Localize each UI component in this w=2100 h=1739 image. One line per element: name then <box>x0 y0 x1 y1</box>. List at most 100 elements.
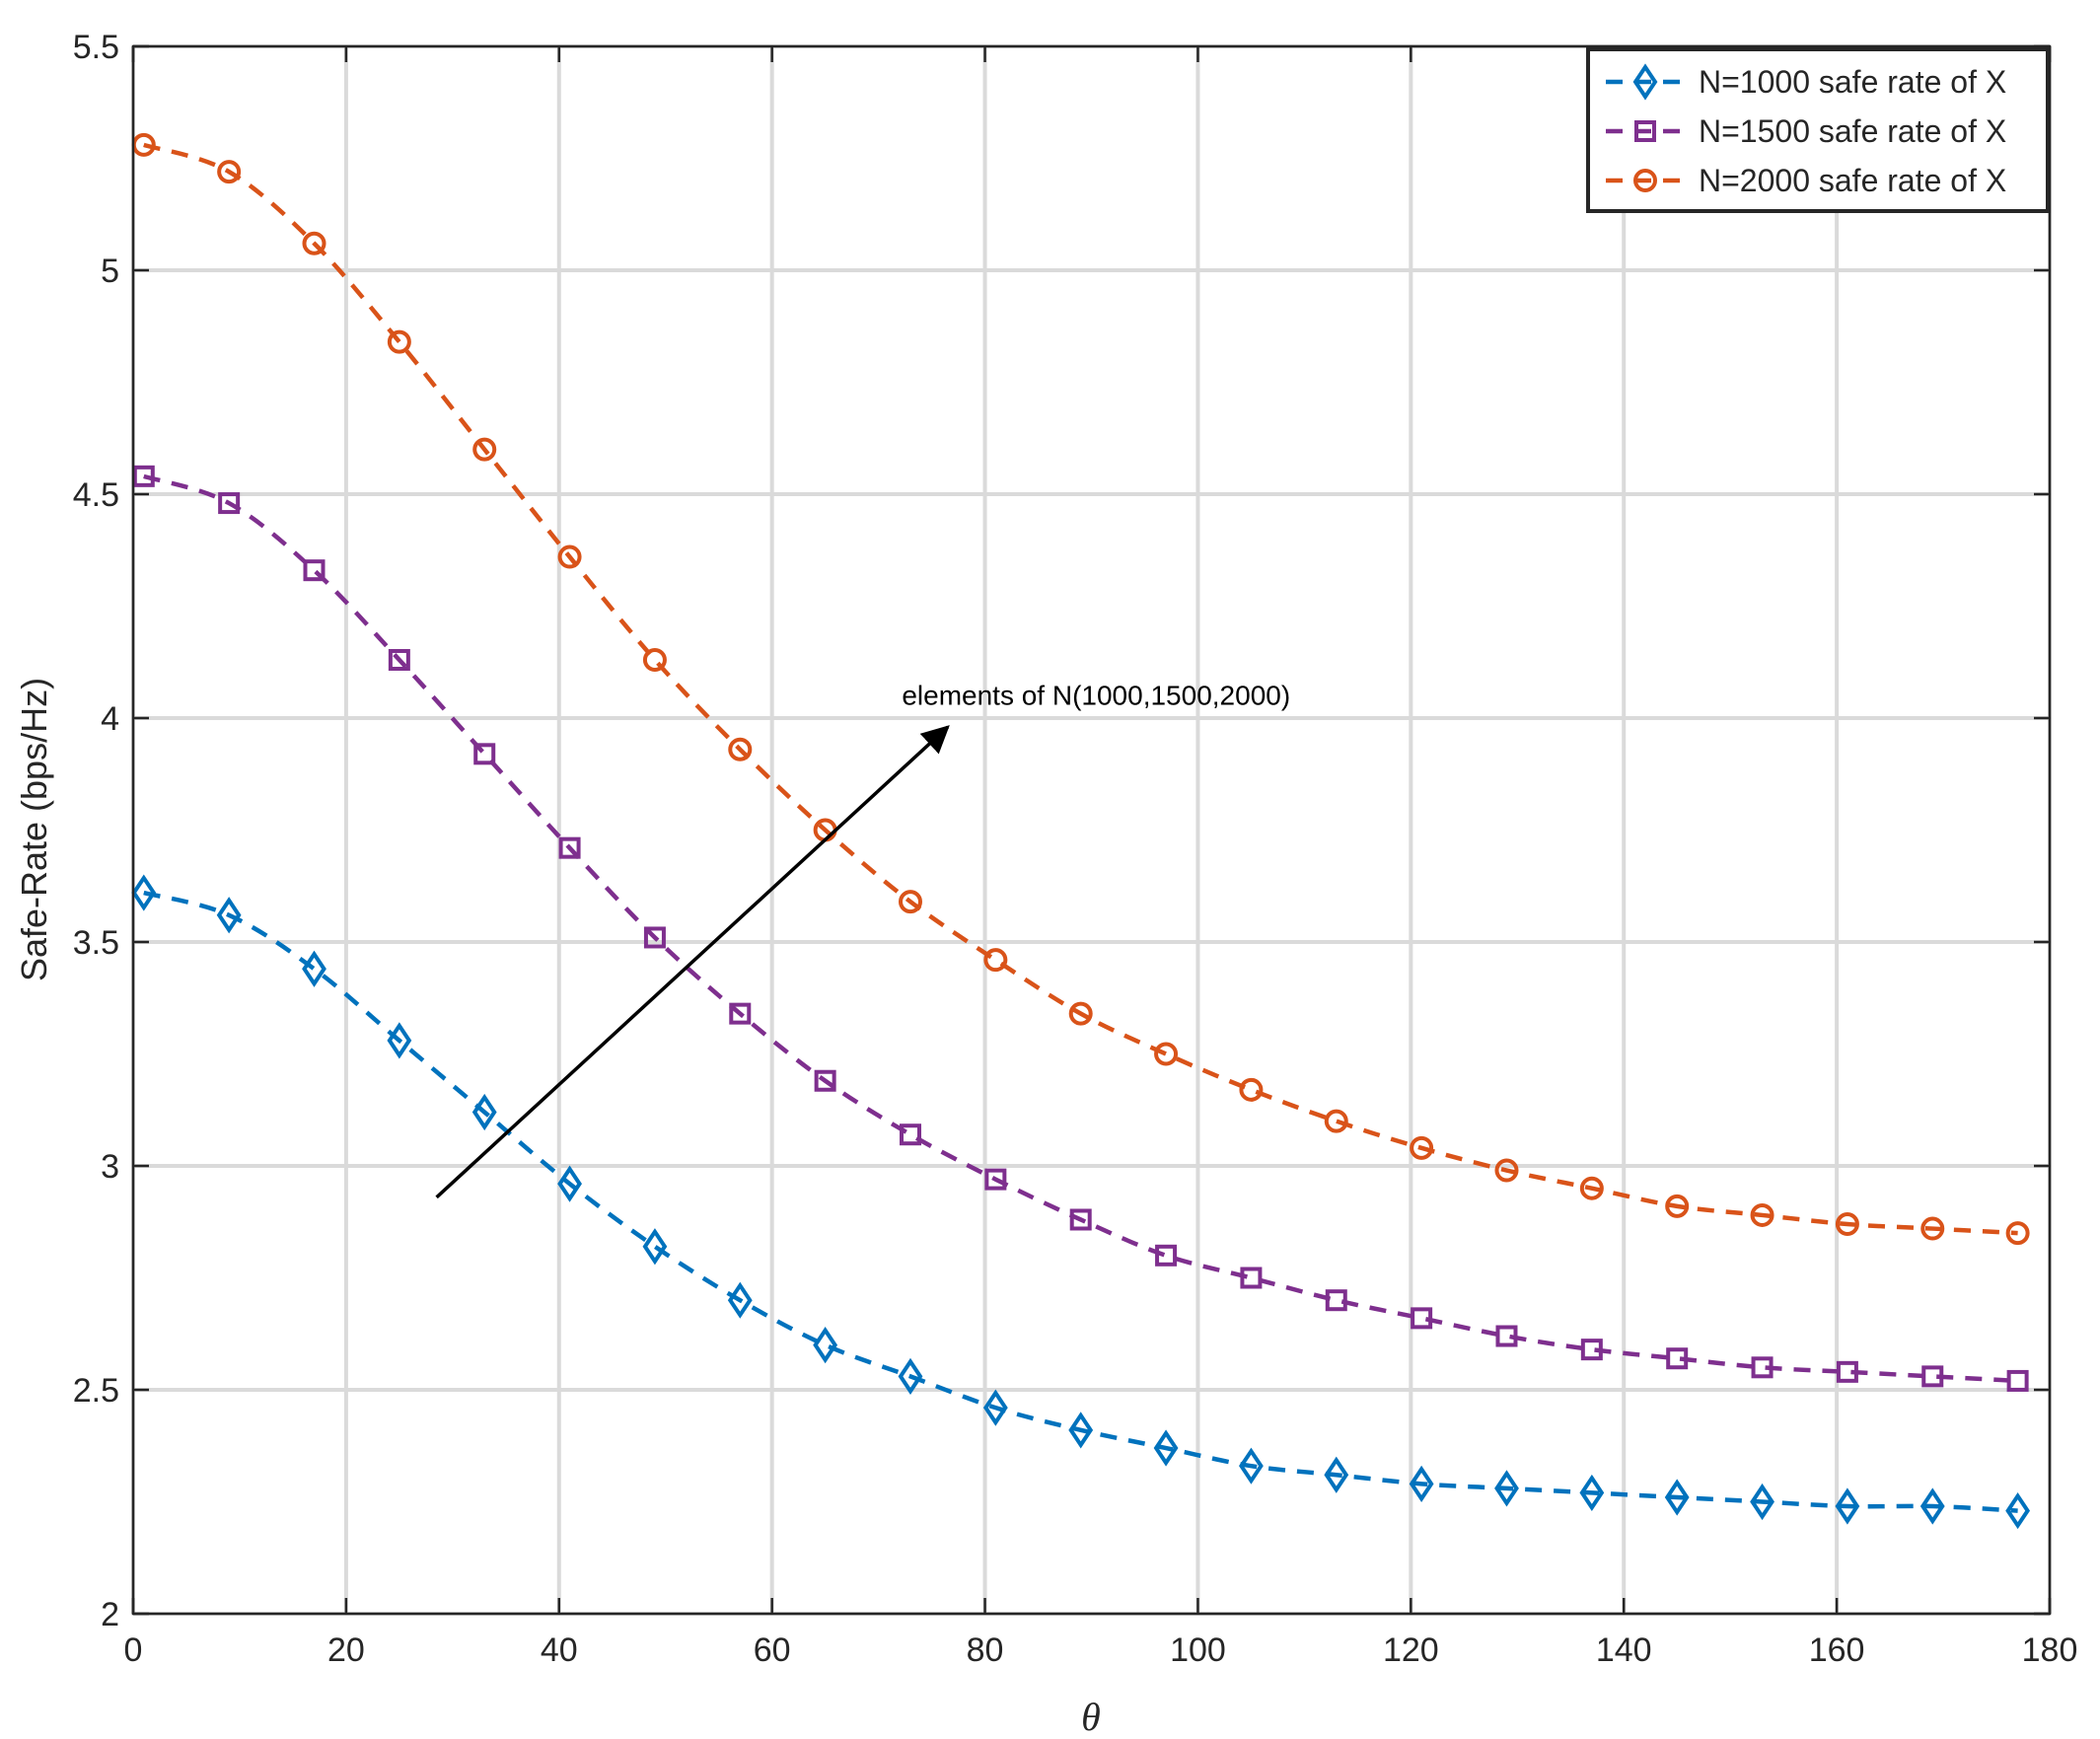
data-point <box>642 1228 668 1266</box>
series-3 <box>131 132 2030 1246</box>
data-point <box>557 544 582 569</box>
y-tick-label: 5.5 <box>73 29 119 66</box>
data-point <box>472 437 497 462</box>
legend-item: N=2000 safe rate of X <box>1606 163 2006 198</box>
data-point <box>1069 1208 1092 1231</box>
data-point <box>898 890 922 914</box>
data-point <box>813 1326 838 1364</box>
data-point <box>1494 1470 1519 1507</box>
x-tick-label: 80 <box>967 1631 1004 1669</box>
data-point <box>131 874 157 911</box>
legend-label: N=1000 safe rate of X <box>1699 64 2006 100</box>
legend-marker <box>1632 63 1658 101</box>
legend-marker <box>1633 169 1657 192</box>
series-2 <box>132 465 2029 1392</box>
data-point <box>1919 1487 1945 1525</box>
data-point <box>1068 1412 1094 1449</box>
data-point <box>1324 1109 1348 1133</box>
legend-marker <box>1634 120 1656 142</box>
x-tick-label: 20 <box>327 1631 365 1669</box>
series-group <box>131 132 2031 1530</box>
data-point <box>984 1168 1007 1191</box>
data-point <box>1325 1289 1347 1312</box>
data-point <box>728 737 753 761</box>
data-point <box>218 492 241 515</box>
data-point <box>2006 1369 2029 1392</box>
y-tick-label: 2.5 <box>73 1372 119 1410</box>
data-point <box>1239 1447 1264 1485</box>
x-tick-label: 120 <box>1383 1631 1439 1669</box>
data-point <box>814 1069 836 1092</box>
legend: N=1000 safe rate of X N=1500 safe rate of… <box>1586 47 2050 213</box>
data-point <box>1153 1429 1179 1467</box>
x-tick-label: 180 <box>2022 1631 2078 1669</box>
x-axis-title: θ <box>1081 1695 1101 1734</box>
data-point <box>642 647 667 672</box>
y-tick-label: 3.5 <box>73 924 119 962</box>
series-1 <box>131 874 2031 1530</box>
data-point <box>727 1281 753 1319</box>
data-point <box>387 329 411 354</box>
x-tick-label: 140 <box>1596 1631 1652 1669</box>
legend-box <box>1586 47 2050 213</box>
data-point <box>302 231 326 255</box>
x-tick-label: 40 <box>541 1631 578 1669</box>
data-point <box>1410 1135 1434 1160</box>
y-axis-title: Safe-Rate (bps/Hz) <box>14 678 54 981</box>
data-point <box>1494 1158 1519 1183</box>
data-point <box>387 1022 412 1059</box>
data-point <box>1835 1212 1859 1237</box>
data-point <box>1240 1267 1263 1289</box>
data-point <box>1324 1456 1349 1493</box>
annotation-arrow <box>435 725 950 1199</box>
data-point <box>1666 1347 1689 1370</box>
data-point <box>983 948 1008 973</box>
y-tick-label: 5 <box>101 253 119 290</box>
data-point <box>1580 1339 1603 1361</box>
axis-ticks: 0 20 40 60 80 100 120 140 160 180 2 2.5 3 3.5 4 4.5 5 5.5 <box>73 29 2078 1669</box>
data-point <box>1579 1176 1604 1200</box>
data-point <box>1920 1216 1945 1241</box>
data-point <box>132 465 155 487</box>
data-point <box>643 926 666 949</box>
data-point <box>1495 1325 1518 1347</box>
data-point <box>1921 1365 1944 1388</box>
x-tick-label: 100 <box>1170 1631 1226 1669</box>
data-point <box>1836 1360 1858 1383</box>
data-point <box>302 950 326 987</box>
y-tick-label: 2 <box>101 1596 119 1633</box>
y-tick-label: 4.5 <box>73 476 119 514</box>
data-point <box>217 160 242 184</box>
data-point <box>2005 1221 2030 1246</box>
data-point <box>471 1093 497 1131</box>
legend-label: N=2000 safe rate of X <box>1699 163 2006 198</box>
data-point <box>1411 1307 1433 1330</box>
data-point <box>303 559 326 582</box>
data-point <box>1068 1001 1093 1026</box>
y-tick-label: 3 <box>101 1148 119 1186</box>
legend-item: N=1000 safe rate of X <box>1606 63 2006 101</box>
data-point <box>898 1357 923 1395</box>
data-point <box>1579 1474 1605 1512</box>
data-point <box>899 1123 921 1146</box>
data-point <box>1665 1194 1690 1218</box>
data-point <box>1154 1042 1179 1066</box>
series-line <box>143 142 2018 1236</box>
legend-label: N=1500 safe rate of X <box>1699 113 2006 149</box>
plot-background <box>133 46 2050 1614</box>
data-point <box>1751 1356 1774 1379</box>
y-tick-label: 4 <box>101 700 119 738</box>
data-point <box>388 648 410 671</box>
data-point <box>1664 1479 1690 1516</box>
annotation-group: elements of N(1000,1500,2000) <box>435 680 1290 1199</box>
data-point <box>1835 1487 1860 1525</box>
data-point <box>1409 1465 1434 1502</box>
x-tick-label: 60 <box>754 1631 791 1669</box>
annotation-label: elements of N(1000,1500,2000) <box>902 680 1290 710</box>
data-point <box>982 1389 1008 1426</box>
legend-item: N=1500 safe rate of X <box>1606 113 2006 149</box>
data-point <box>558 836 581 859</box>
data-point <box>1750 1483 1774 1521</box>
